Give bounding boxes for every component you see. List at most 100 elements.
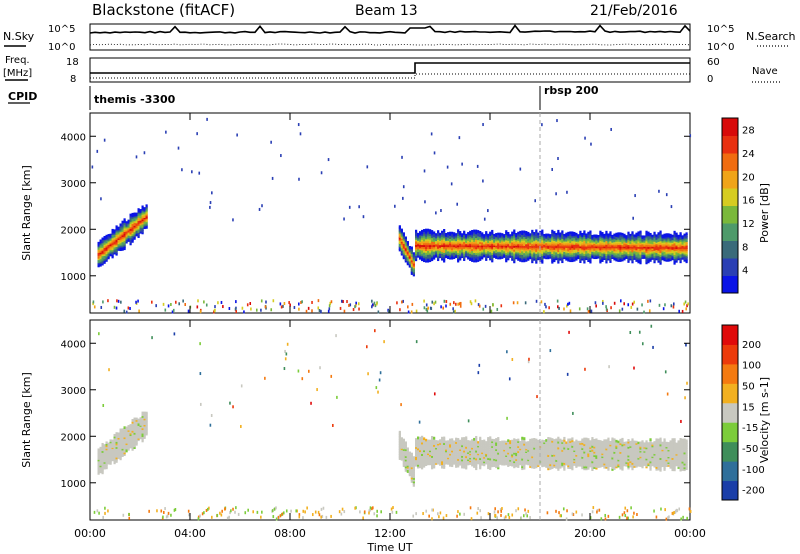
echo-cell bbox=[139, 433, 142, 436]
echo-cell bbox=[647, 233, 650, 237]
echo-cell bbox=[645, 238, 648, 242]
echo-cell bbox=[485, 249, 488, 253]
ground-scatter-cell bbox=[469, 300, 472, 304]
echo-cell bbox=[643, 248, 646, 251]
echo-cell bbox=[447, 232, 450, 235]
echo-cell bbox=[127, 433, 130, 437]
echo-cell bbox=[645, 255, 648, 259]
echo-cell bbox=[595, 246, 598, 250]
echo-cell bbox=[105, 466, 108, 470]
echo-cell bbox=[677, 254, 680, 258]
echo-cell bbox=[665, 247, 668, 251]
echo-cell bbox=[463, 258, 466, 261]
echo-cell bbox=[569, 247, 572, 250]
echo-cell bbox=[109, 459, 112, 462]
echo-cell bbox=[567, 233, 570, 237]
echo-cell bbox=[475, 259, 478, 263]
echo-cell bbox=[527, 254, 530, 258]
echo-cell bbox=[398, 232, 401, 236]
echo-cell bbox=[435, 458, 438, 461]
echo-cell bbox=[103, 449, 106, 453]
echo-cell bbox=[437, 237, 440, 240]
echo-cell bbox=[631, 242, 634, 246]
echo-cell bbox=[529, 240, 532, 244]
echo-cell bbox=[131, 429, 134, 433]
echo-cell bbox=[439, 455, 442, 459]
echo-cell bbox=[115, 451, 118, 455]
echo-cell bbox=[591, 238, 594, 242]
echo-cell bbox=[453, 242, 456, 246]
echo-cell bbox=[611, 252, 614, 255]
echo-cell bbox=[463, 458, 466, 462]
echo-cell bbox=[485, 232, 488, 236]
echo-cell bbox=[515, 241, 518, 245]
echo-cell bbox=[595, 234, 598, 237]
echo-cell bbox=[519, 450, 522, 453]
echo-cell bbox=[402, 255, 405, 258]
ground-scatter-cell bbox=[246, 303, 249, 307]
echo-cell bbox=[410, 249, 413, 253]
echo-cell bbox=[433, 253, 436, 257]
echo-cell bbox=[587, 259, 590, 263]
echo-cell bbox=[499, 443, 502, 447]
echo-cell bbox=[471, 463, 474, 467]
echo-cell bbox=[477, 242, 480, 246]
echo-cell bbox=[469, 462, 472, 465]
echo-cell bbox=[549, 245, 552, 248]
echo-cell bbox=[417, 241, 420, 244]
echo-cell bbox=[585, 256, 588, 259]
echo-cell bbox=[419, 460, 422, 463]
echo-cell bbox=[433, 453, 436, 456]
echo-cell bbox=[563, 246, 566, 250]
echo-cell bbox=[589, 254, 592, 258]
echo-cell bbox=[101, 247, 104, 250]
echo-cell bbox=[587, 257, 590, 261]
echo-cell bbox=[605, 254, 608, 258]
echo-cell bbox=[467, 244, 470, 248]
echo-cell bbox=[673, 257, 676, 261]
echo-cell bbox=[447, 253, 450, 257]
echo-cell bbox=[673, 246, 676, 250]
echo-cell bbox=[549, 466, 552, 470]
echo-cell bbox=[519, 239, 522, 243]
echo-cell bbox=[657, 247, 660, 251]
echo-cell bbox=[513, 446, 516, 450]
echo-cell bbox=[659, 242, 662, 246]
echo-cell bbox=[547, 437, 550, 440]
echo-cell bbox=[627, 242, 630, 246]
echo-cell bbox=[613, 248, 616, 252]
echo-cell bbox=[481, 243, 484, 246]
ground-scatter-cell bbox=[317, 306, 320, 310]
echo-cell bbox=[425, 253, 428, 257]
ground-scatter-cell bbox=[686, 304, 688, 308]
echo-cell bbox=[497, 449, 500, 453]
echo-cell bbox=[115, 453, 118, 456]
echo-cell bbox=[513, 256, 516, 260]
echo-cell bbox=[685, 241, 688, 244]
speckle-cell bbox=[196, 132, 198, 136]
echo-cell bbox=[477, 447, 480, 450]
echo-cell bbox=[541, 256, 544, 260]
echo-cell bbox=[535, 445, 538, 449]
echo-cell bbox=[491, 248, 494, 252]
echo-cell bbox=[597, 244, 600, 247]
echo-cell bbox=[425, 454, 428, 457]
echo-cell bbox=[639, 257, 642, 261]
echo-cell bbox=[667, 238, 670, 241]
echo-cell bbox=[433, 252, 436, 255]
echo-cell bbox=[117, 452, 120, 455]
echo-cell bbox=[421, 460, 424, 464]
echo-cell bbox=[109, 452, 112, 455]
echo-cell bbox=[441, 251, 444, 254]
echo-cell bbox=[519, 258, 522, 262]
echo-cell bbox=[127, 448, 130, 451]
echo-cell bbox=[599, 258, 602, 262]
echo-cell bbox=[515, 443, 518, 447]
echo-cell bbox=[406, 262, 409, 266]
echo-cell bbox=[531, 460, 534, 464]
echo-cell bbox=[489, 249, 492, 253]
echo-cell bbox=[447, 256, 450, 260]
echo-cell bbox=[481, 235, 484, 238]
echo-cell bbox=[555, 249, 558, 253]
